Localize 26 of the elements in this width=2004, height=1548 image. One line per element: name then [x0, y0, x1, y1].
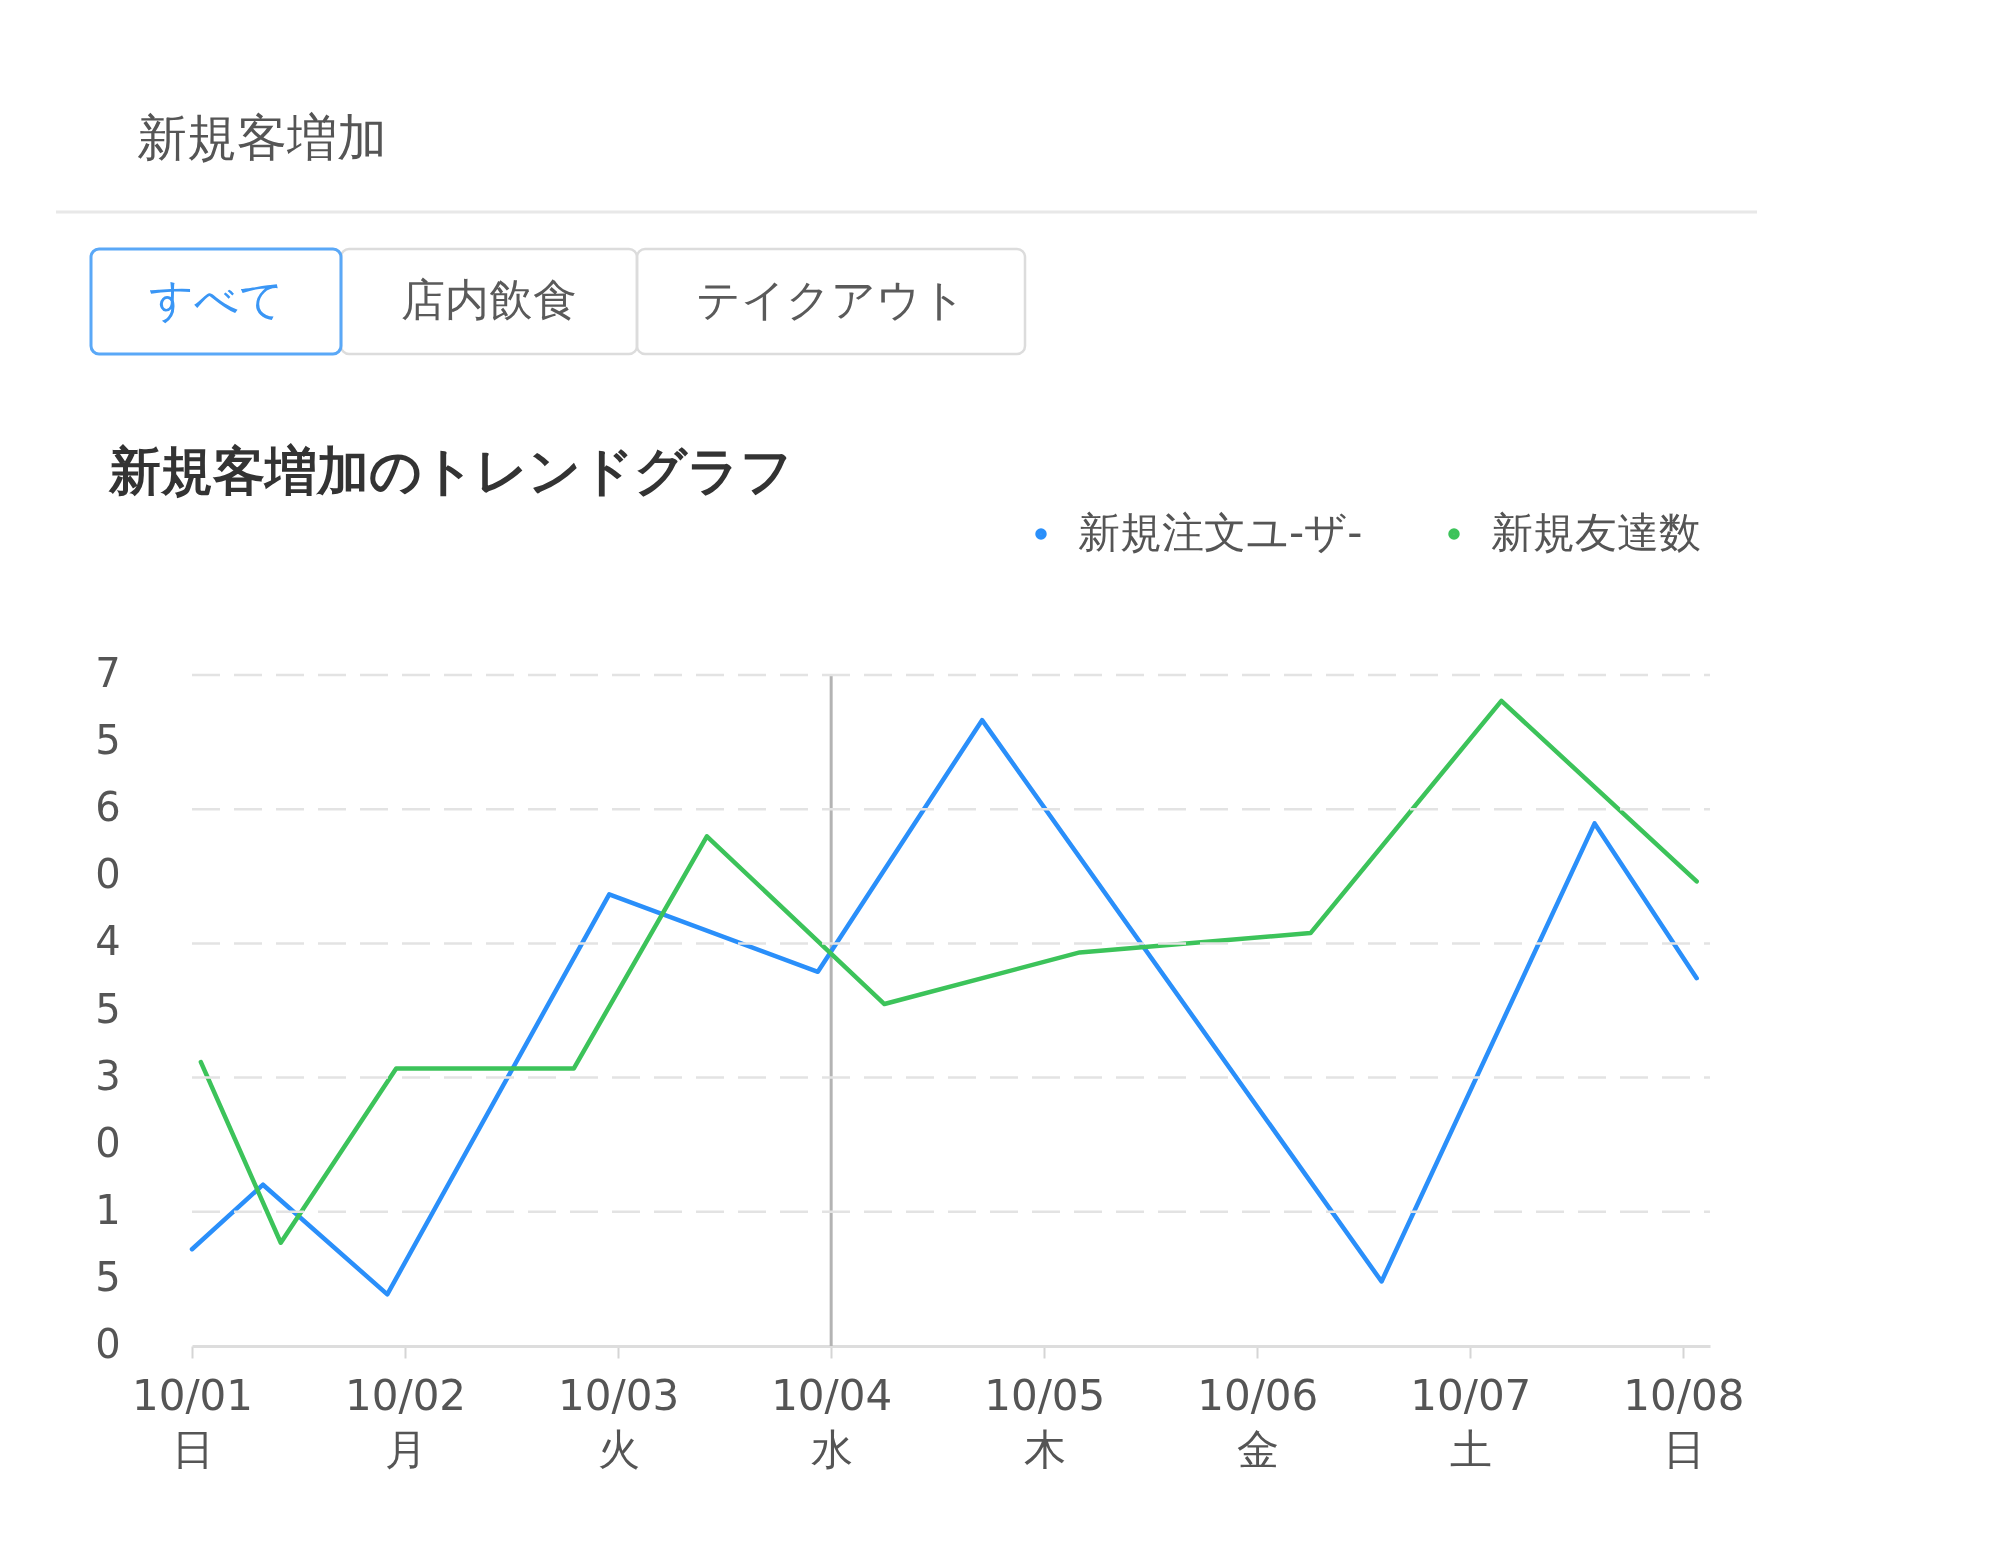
x-tick-label: 10/03 火 [558, 1370, 680, 1474]
text: 0 [95, 1321, 121, 1367]
text: テイクアウト [696, 274, 966, 325]
x-tick-label: 10/06 金 [1197, 1370, 1319, 1474]
x-tick-label: 10/04 水 [771, 1370, 893, 1474]
chart-title: 新規客増加 [137, 109, 387, 167]
text: 店内飲食 [401, 274, 577, 325]
text: 1 [95, 1186, 121, 1233]
text: 0 [95, 1119, 121, 1166]
chart-subtitle: 新規客増加のトレンドグラフ [108, 441, 793, 501]
text: 6 [95, 784, 121, 831]
text: すべて [148, 274, 284, 325]
text: 5 [95, 985, 121, 1032]
text: 5 [95, 1253, 121, 1300]
text: 3 [95, 1052, 121, 1099]
text: 7 [95, 650, 121, 696]
legend-label: 新規注文ユ-ザ- [1078, 508, 1363, 557]
x-tick-label: 10/05 木 [984, 1370, 1106, 1474]
x-tick-label: 10/07 土 [1410, 1370, 1532, 1474]
legend-label: 新規友達数 [1491, 508, 1701, 557]
text: 5 [95, 717, 121, 764]
x-tick-label: 10/01 日 [131, 1370, 254, 1474]
text: 0 [95, 851, 121, 898]
x-tick-label: 10/08 日 [1623, 1370, 1745, 1474]
text: 4 [95, 918, 121, 965]
x-tick-label: 10/02 月 [345, 1370, 467, 1474]
